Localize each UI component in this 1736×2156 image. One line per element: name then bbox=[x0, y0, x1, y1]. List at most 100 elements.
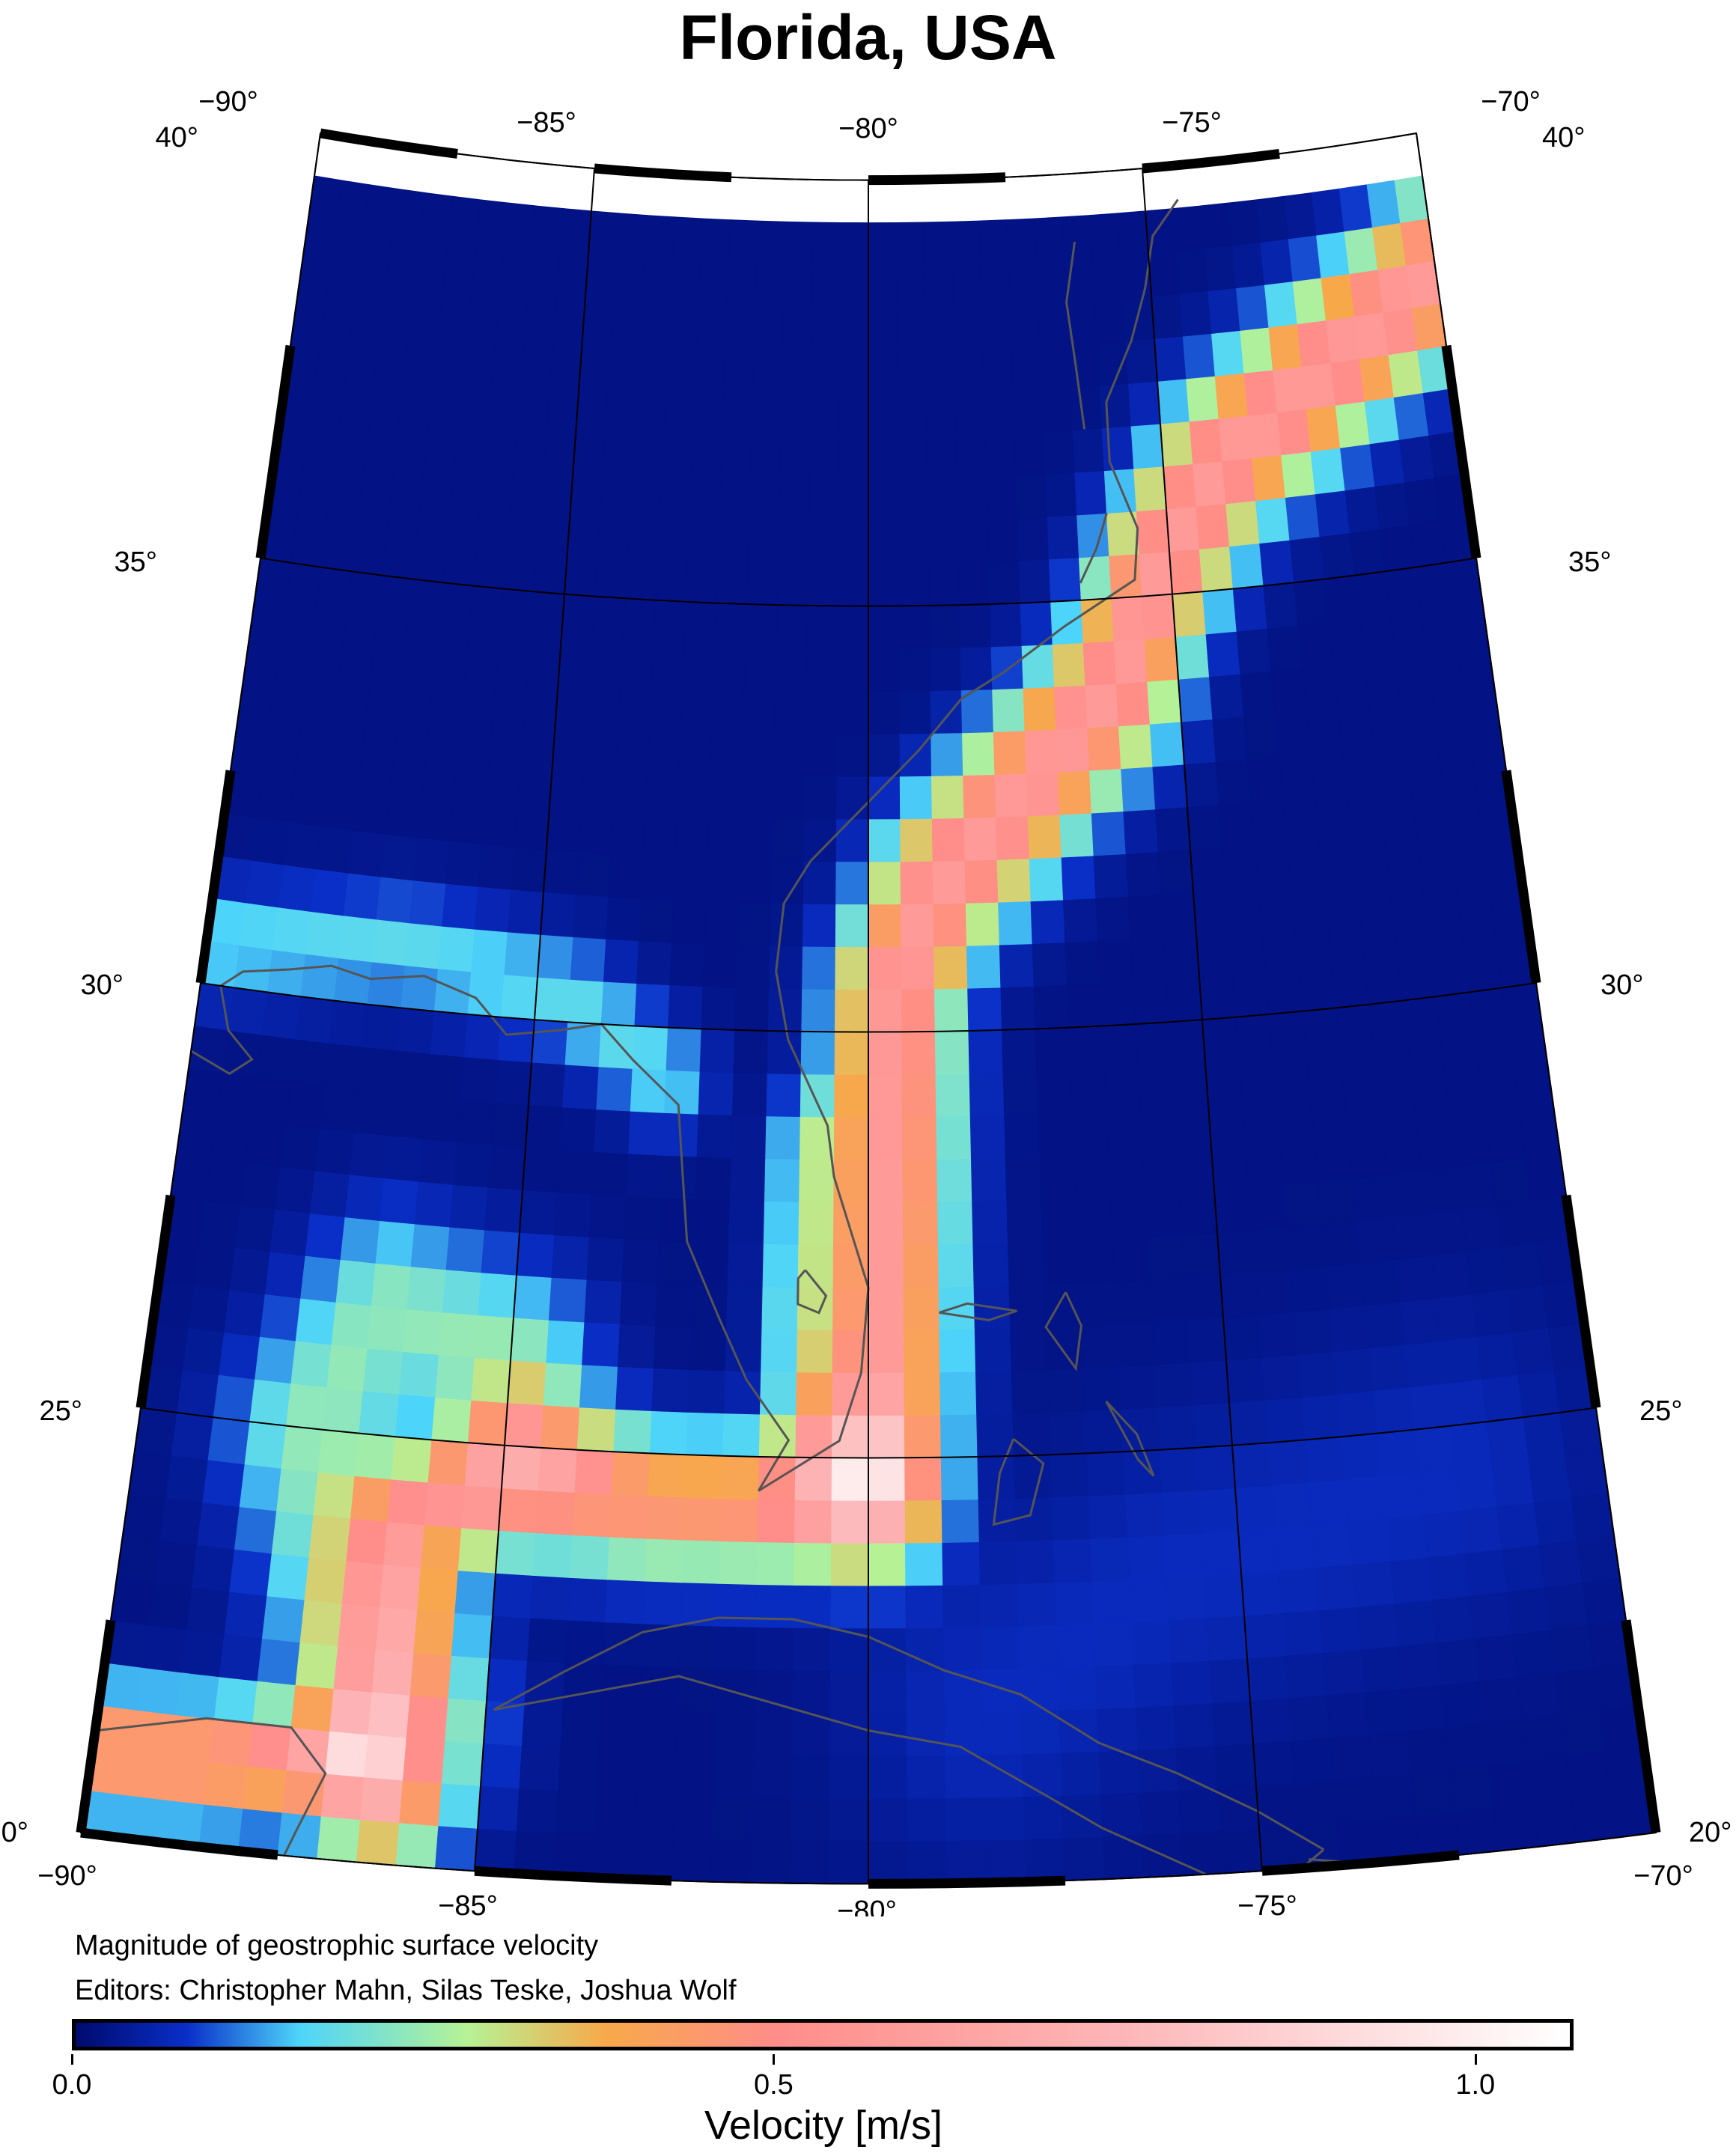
velocity-cell bbox=[1062, 215, 1093, 261]
velocity-cell bbox=[180, 1629, 225, 1678]
velocity-cell bbox=[1166, 506, 1200, 552]
velocity-cell bbox=[1108, 1151, 1146, 1197]
velocity-cell bbox=[558, 1747, 600, 1793]
velocity-cell bbox=[116, 1535, 161, 1583]
velocity-cell bbox=[1450, 1421, 1493, 1469]
velocity-cell bbox=[669, 942, 705, 987]
velocity-cell bbox=[1035, 1027, 1071, 1072]
velocity-cell bbox=[1300, 1393, 1342, 1440]
velocity-cell bbox=[375, 1607, 418, 1654]
velocity-cell bbox=[191, 1544, 235, 1592]
velocity-cell bbox=[974, 1327, 1012, 1372]
coastline-grand-bahama bbox=[939, 1302, 1017, 1322]
velocity-cell bbox=[901, 988, 936, 1032]
velocity-cell bbox=[1565, 1752, 1612, 1800]
velocity-cell bbox=[687, 516, 720, 561]
lon-label-top-90: −90° bbox=[198, 86, 258, 118]
velocity-cell bbox=[229, 1549, 272, 1597]
velocity-cell bbox=[969, 1072, 1005, 1117]
velocity-cell bbox=[362, 702, 400, 750]
velocity-cell bbox=[1184, 1274, 1224, 1321]
velocity-cell bbox=[635, 1751, 677, 1796]
velocity-cell bbox=[1311, 188, 1345, 236]
velocity-cell bbox=[317, 1815, 361, 1863]
velocity-cell bbox=[945, 1839, 987, 1884]
velocity-cell bbox=[497, 1017, 535, 1063]
velocity-cell bbox=[868, 1797, 908, 1842]
velocity-cell bbox=[492, 673, 529, 720]
velocity-cell bbox=[1052, 642, 1086, 688]
velocity-cell bbox=[267, 689, 306, 738]
velocity-cell bbox=[1525, 1152, 1567, 1201]
velocity-cell bbox=[371, 1262, 412, 1310]
velocity-cell bbox=[716, 560, 749, 605]
velocity-cell bbox=[978, 219, 1009, 264]
velocity-cell bbox=[465, 627, 501, 674]
velocity-cell bbox=[1474, 1029, 1515, 1078]
velocity-cell bbox=[1173, 1702, 1216, 1749]
velocity-cell bbox=[340, 1216, 381, 1264]
velocity-cell bbox=[382, 273, 416, 321]
velocity-cell bbox=[901, 1074, 937, 1118]
velocity-cell bbox=[988, 560, 1021, 605]
velocity-cell bbox=[474, 1315, 514, 1361]
velocity-cell bbox=[1179, 1190, 1218, 1236]
velocity-cell bbox=[699, 1028, 736, 1074]
velocity-cell bbox=[1514, 1068, 1555, 1116]
velocity-cell bbox=[315, 826, 354, 874]
velocity-cell bbox=[1251, 454, 1286, 502]
velocity-cell bbox=[868, 1372, 905, 1416]
velocity-cell bbox=[1109, 553, 1142, 599]
velocity-cell bbox=[1088, 1493, 1128, 1539]
velocity-cell bbox=[637, 1708, 678, 1753]
velocity-cell bbox=[691, 430, 723, 476]
velocity-cell bbox=[737, 859, 773, 904]
velocity-cell bbox=[1267, 624, 1303, 672]
velocity-cell bbox=[1026, 771, 1061, 817]
velocity-cell bbox=[898, 690, 932, 734]
velocity-cell bbox=[1207, 287, 1241, 334]
velocity-cell bbox=[982, 347, 1014, 392]
velocity-cell bbox=[461, 670, 497, 717]
velocity-cell bbox=[381, 532, 418, 579]
velocity-cell bbox=[136, 1667, 182, 1716]
velocity-cell bbox=[471, 1357, 511, 1404]
velocity-cell bbox=[1231, 1442, 1273, 1489]
velocity-cell bbox=[442, 539, 478, 586]
velocity-cell bbox=[868, 946, 902, 990]
colorbar-tick-0 bbox=[71, 2054, 73, 2065]
velocity-cell bbox=[245, 1119, 286, 1167]
velocity-cell bbox=[333, 1645, 377, 1693]
velocity-cell bbox=[868, 605, 900, 649]
velocity-cell bbox=[534, 1490, 576, 1535]
velocity-cell bbox=[895, 264, 926, 308]
velocity-cell bbox=[700, 218, 731, 263]
velocity-cell bbox=[1360, 1645, 1404, 1693]
velocity-cell bbox=[1374, 481, 1411, 529]
velocity-cell bbox=[1469, 987, 1509, 1035]
velocity-cell bbox=[1024, 1837, 1066, 1883]
velocity-cell bbox=[808, 434, 840, 479]
velocity-cell bbox=[648, 1452, 687, 1498]
velocity-cell bbox=[314, 1127, 355, 1175]
velocity-cell bbox=[1454, 1808, 1499, 1856]
velocity-cell bbox=[284, 562, 322, 610]
velocity-cell bbox=[1404, 477, 1441, 526]
velocity-cell bbox=[1474, 1633, 1518, 1681]
velocity-cell bbox=[1214, 1743, 1257, 1789]
velocity-cell bbox=[474, 886, 512, 933]
velocity-cell bbox=[634, 385, 667, 430]
velocity-cell bbox=[350, 1476, 392, 1523]
velocity-cell bbox=[1208, 673, 1245, 720]
velocity-cell bbox=[228, 987, 268, 1035]
velocity-cell bbox=[308, 1514, 351, 1562]
velocity-cell bbox=[1222, 1315, 1263, 1361]
lat-label-right-30: 30° bbox=[1601, 969, 1643, 1001]
velocity-cell bbox=[749, 433, 782, 478]
velocity-cell bbox=[1130, 1619, 1172, 1666]
velocity-cell bbox=[1272, 366, 1307, 413]
velocity-cell bbox=[1431, 689, 1469, 738]
velocity-cell bbox=[829, 1713, 869, 1757]
velocity-cell bbox=[1059, 812, 1094, 858]
velocity-cell bbox=[689, 1327, 727, 1371]
